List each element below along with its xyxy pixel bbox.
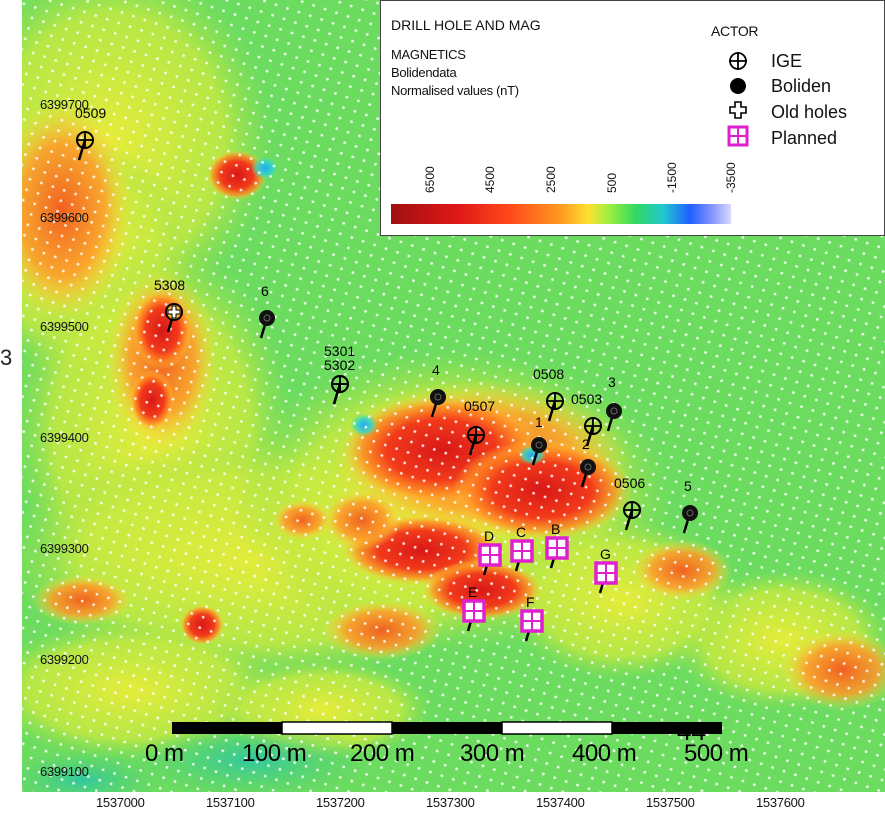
scale-label: 100 m: [242, 740, 307, 767]
drill-hole-boliden[interactable]: 1: [531, 414, 547, 466]
color-scale-bar: [391, 204, 731, 224]
map-legend: DRILL HOLE AND MAG MAGNETICS Bolidendata…: [380, 0, 885, 236]
drill-hole-boliden[interactable]: 6: [259, 283, 275, 339]
actor-symbols: [727, 52, 749, 147]
circle-cross-icon: [729, 52, 747, 70]
color-tick: 2500: [544, 166, 558, 193]
legend-title: DRILL HOLE AND MAG: [391, 17, 541, 33]
drill-hole-ige[interactable]: 0506: [614, 475, 645, 531]
color-tick: 500: [605, 172, 619, 193]
drill-hole-label: 0508: [533, 366, 564, 382]
drill-hole-label: 0503: [571, 391, 602, 407]
drill-hole-label: G: [600, 546, 611, 562]
drill-hole-label: 1: [535, 414, 543, 430]
drill-hole-planned[interactable]: G: [594, 546, 618, 594]
drill-hole-label: C: [516, 524, 526, 540]
drill-hole-planned[interactable]: C: [510, 524, 534, 572]
drill-hole-boliden[interactable]: 5: [682, 478, 698, 534]
y-tick: 6399700: [40, 97, 89, 112]
drill-hole-label: 5: [684, 478, 692, 494]
actor-title: ACTOR: [711, 23, 759, 39]
y-tick: 6399100: [40, 764, 89, 779]
drill-hole-ige[interactable]: 0507: [464, 398, 495, 456]
magenta-square-icon: [727, 125, 749, 147]
drill-hole-ige[interactable]: 0509: [75, 105, 106, 161]
overlay-text: 44: [677, 716, 706, 746]
drill-hole-label: 5302: [324, 357, 355, 373]
y-tick: 6399300: [40, 541, 89, 556]
legend-source: Bolidendata: [391, 65, 457, 80]
scale-label: 0 m: [145, 740, 184, 767]
y-tick: 6399500: [40, 319, 89, 334]
actor-label-old-holes: Old holes: [771, 102, 848, 122]
drill-hole-label: E: [468, 584, 477, 600]
drill-hole-label: 2: [582, 436, 590, 452]
color-tick: 4500: [483, 166, 497, 193]
drill-hole-label: D: [484, 528, 494, 544]
color-tick: 6500: [423, 166, 437, 193]
drill-hole-label: F: [526, 594, 535, 610]
edge-label: 3: [0, 345, 13, 370]
drill-hole-boliden[interactable]: 4: [430, 362, 446, 418]
legend-units: Normalised values (nT): [391, 83, 519, 98]
scale-label: 500 m: [684, 740, 749, 767]
y-tick: 6399400: [40, 430, 89, 445]
drill-hole-planned[interactable]: B: [545, 521, 569, 569]
drill-hole-label: 3: [608, 374, 616, 390]
drill-hole-label: 0506: [614, 475, 645, 491]
scale-bar: [172, 721, 722, 735]
x-tick: 1537100: [206, 795, 255, 810]
drill-hole-label: 6: [261, 283, 269, 299]
legend-subtitle: MAGNETICS: [391, 47, 466, 62]
scale-label: 200 m: [350, 740, 415, 767]
y-tick: 6399200: [40, 652, 89, 667]
y-tick: 6399600: [40, 210, 89, 225]
filled-circle-icon: [730, 78, 746, 94]
drill-hole-label: 5301: [324, 343, 355, 359]
drill-hole-old[interactable]: 5308: [154, 277, 185, 333]
color-tick: -1500: [665, 162, 679, 193]
drill-hole-label: B: [551, 521, 560, 537]
scale-label: 400 m: [572, 740, 637, 767]
drill-hole-label: 5308: [154, 277, 185, 293]
actor-label-boliden: Boliden: [771, 76, 832, 96]
drill-hole-label: 0507: [464, 398, 495, 414]
drill-hole-ige[interactable]: 0508: [533, 366, 564, 422]
drill-hole-planned[interactable]: F: [520, 594, 544, 642]
x-tick: 1537600: [756, 795, 805, 810]
drill-hole-planned[interactable]: E: [462, 584, 486, 632]
actor-label-planned: Planned: [771, 128, 838, 148]
color-tick: -3500: [724, 162, 738, 193]
scale-label: 300 m: [460, 740, 525, 767]
drill-hole-label: 0509: [75, 105, 106, 121]
drill-hole-ige[interactable]: 5302: [324, 357, 355, 405]
drill-hole-boliden[interactable]: 3: [606, 374, 622, 432]
drill-hole-label: 4: [432, 362, 440, 378]
actor-label-ige: IGE: [771, 51, 803, 71]
plus-outline-icon: [729, 101, 747, 119]
x-tick: 1537000: [96, 795, 145, 810]
drill-hole-boliden[interactable]: 2: [580, 436, 596, 488]
x-tick: 1537400: [536, 795, 585, 810]
x-tick: 1537300: [426, 795, 475, 810]
x-tick: 1537200: [316, 795, 365, 810]
x-tick: 1537500: [646, 795, 695, 810]
drill-hole-ige[interactable]: 0503: [571, 391, 602, 447]
drill-hole-planned[interactable]: D: [478, 528, 502, 576]
